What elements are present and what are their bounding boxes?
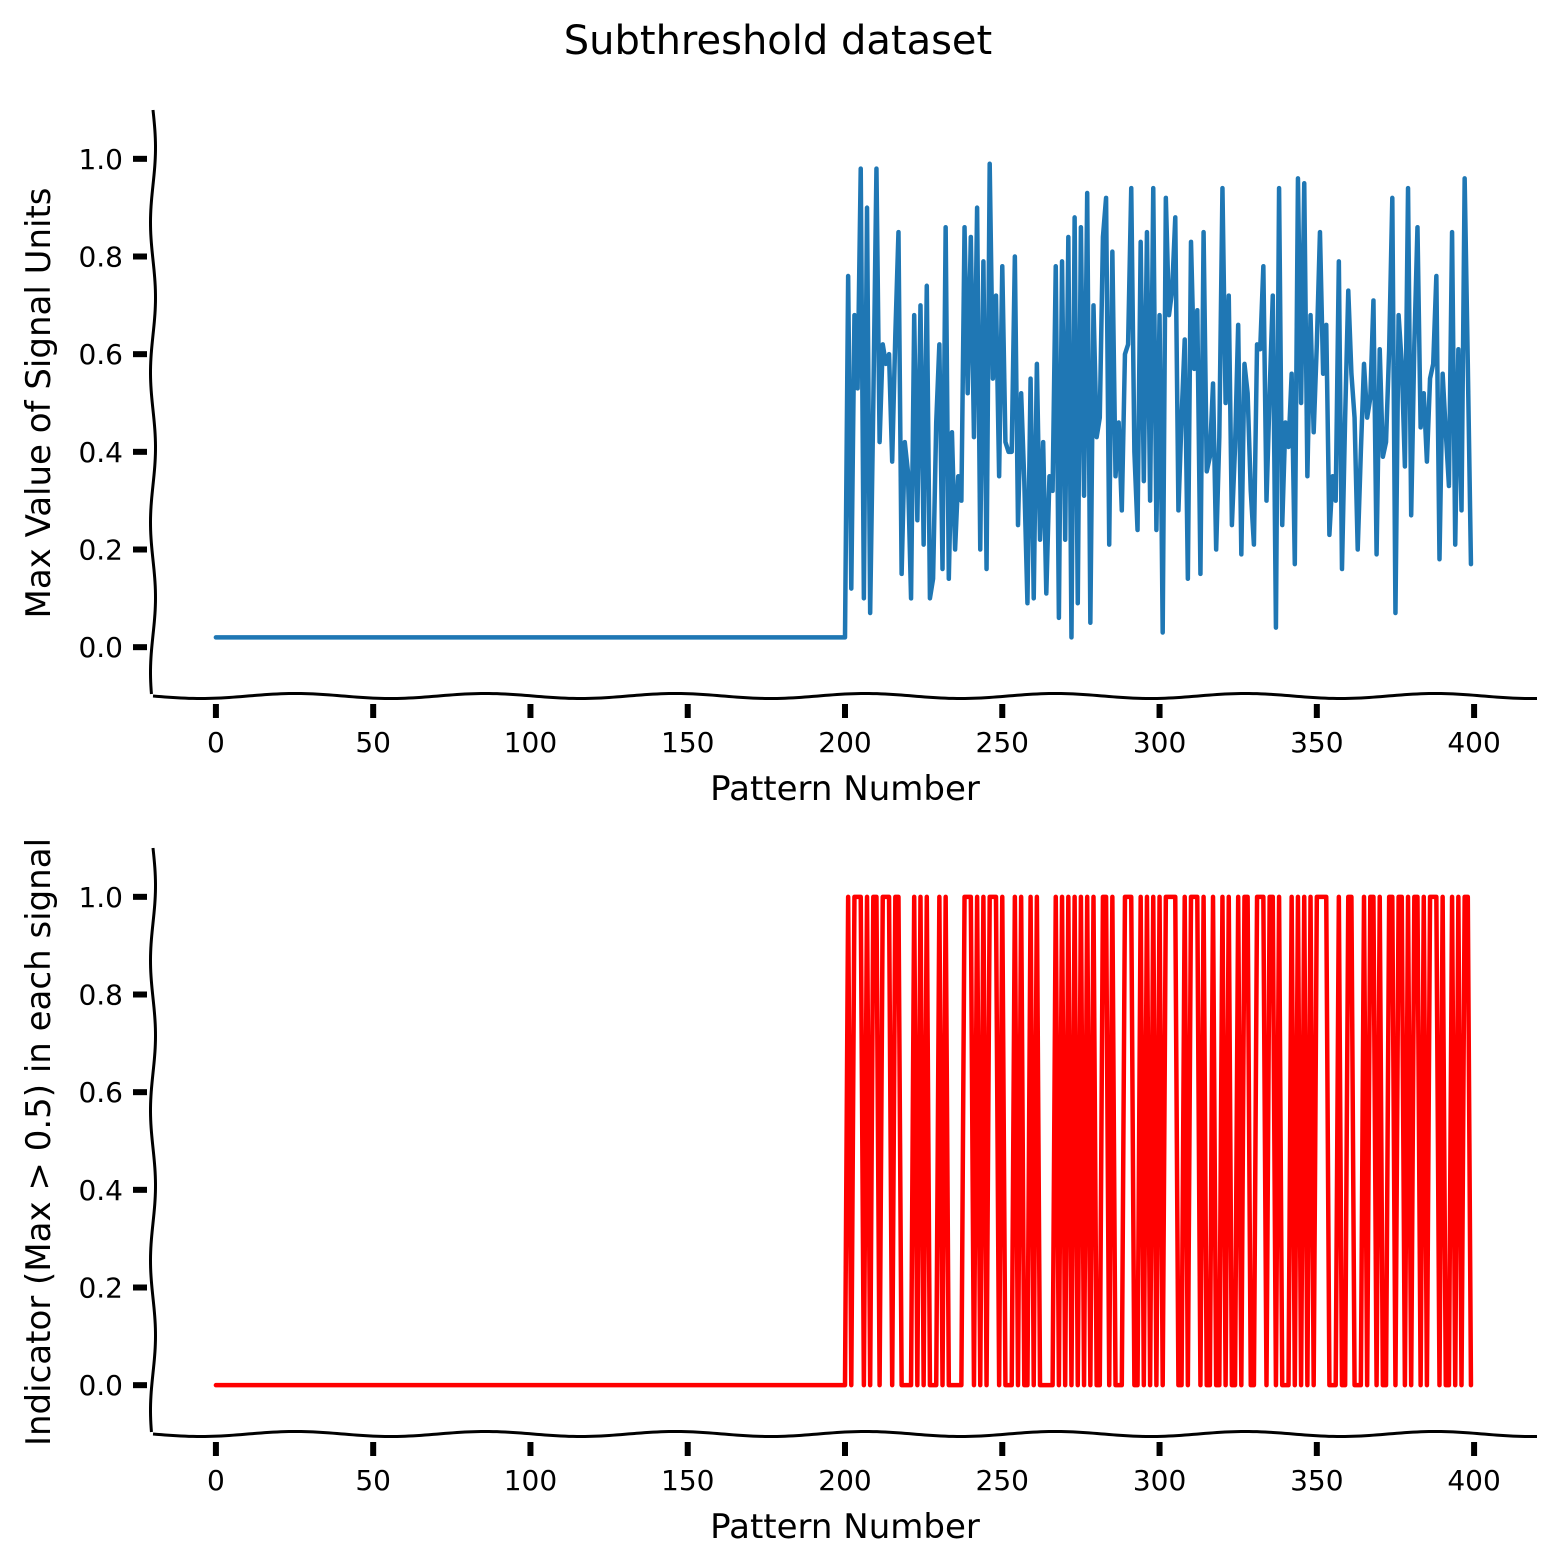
top-x-tick-label-4: 200 [818,726,871,759]
top-x-tick-label-5: 250 [976,726,1029,759]
top-panel: 0.0 0.2 0.4 0.6 0.8 1.0 0 50 100 150 200 250 300 350 4… [19,109,1538,809]
top-y-axis-label: Max Value of Signal Units [19,187,59,618]
bottom-series-line-0 [213,894,1474,1388]
bottom-x-axis-spine [152,1429,1538,1439]
bottom-x-tick-label-4: 200 [818,1464,871,1497]
bottom-y-tick-label-4: 0.8 [78,979,123,1012]
bottom-x-tick-label-8: 400 [1447,1464,1500,1497]
figure-title: Subthreshold dataset [564,18,992,64]
bottom-x-tick-label-3: 150 [661,1464,714,1497]
top-x-axis-label: Pattern Number [710,769,980,809]
top-x-tick-label-6: 300 [1133,726,1186,759]
bottom-x-axis-label: Pattern Number [710,1507,980,1547]
bottom-panel: 0.0 0.2 0.4 0.6 0.8 1.0 0 50 100 150 200 250 300 350 4… [19,838,1538,1547]
top-y-tick-label-3: 0.6 [78,338,123,371]
top-x-tick-label-0: 0 [207,726,225,759]
top-series-line-0 [213,161,1474,640]
bottom-series-layer [213,894,1474,1388]
top-axes: 0.0 0.2 0.4 0.6 0.8 1.0 0 50 100 150 200 250 300 350 4… [78,109,1538,759]
bottom-x-tick-label-5: 250 [976,1464,1029,1497]
top-x-axis-spine [152,691,1538,701]
top-x-tick-label-7: 350 [1290,726,1343,759]
top-x-tick-label-3: 150 [661,726,714,759]
bottom-y-axis-spine [148,847,158,1433]
top-series-layer [213,161,1474,640]
top-y-tick-label-1: 0.2 [78,534,123,567]
bottom-x-tick-label-6: 300 [1133,1464,1186,1497]
bottom-y-tick-label-2: 0.4 [78,1174,123,1207]
top-x-tick-label-8: 400 [1447,726,1500,759]
bottom-x-tick-label-1: 50 [355,1464,391,1497]
top-y-tick-label-2: 0.4 [78,436,123,469]
top-y-tick-label-5: 1.0 [78,143,123,176]
bottom-y-axis-label: Indicator (Max > 0.5) in each signal [19,838,59,1446]
top-x-tick-label-1: 50 [355,726,391,759]
top-y-tick-label-0: 0.0 [78,631,123,664]
top-y-tick-label-4: 0.8 [78,241,123,274]
bottom-x-tick-label-0: 0 [207,1464,225,1497]
top-y-axis-spine [148,109,158,695]
bottom-axes: 0.0 0.2 0.4 0.6 0.8 1.0 0 50 100 150 200 250 300 350 4… [78,847,1538,1497]
top-x-tick-label-2: 100 [504,726,557,759]
bottom-y-tick-label-3: 0.6 [78,1076,123,1109]
bottom-y-tick-label-0: 0.0 [78,1369,123,1402]
bottom-y-tick-label-1: 0.2 [78,1272,123,1305]
bottom-x-tick-label-7: 350 [1290,1464,1343,1497]
bottom-x-tick-label-2: 100 [504,1464,557,1497]
bottom-y-tick-label-5: 1.0 [78,881,123,914]
